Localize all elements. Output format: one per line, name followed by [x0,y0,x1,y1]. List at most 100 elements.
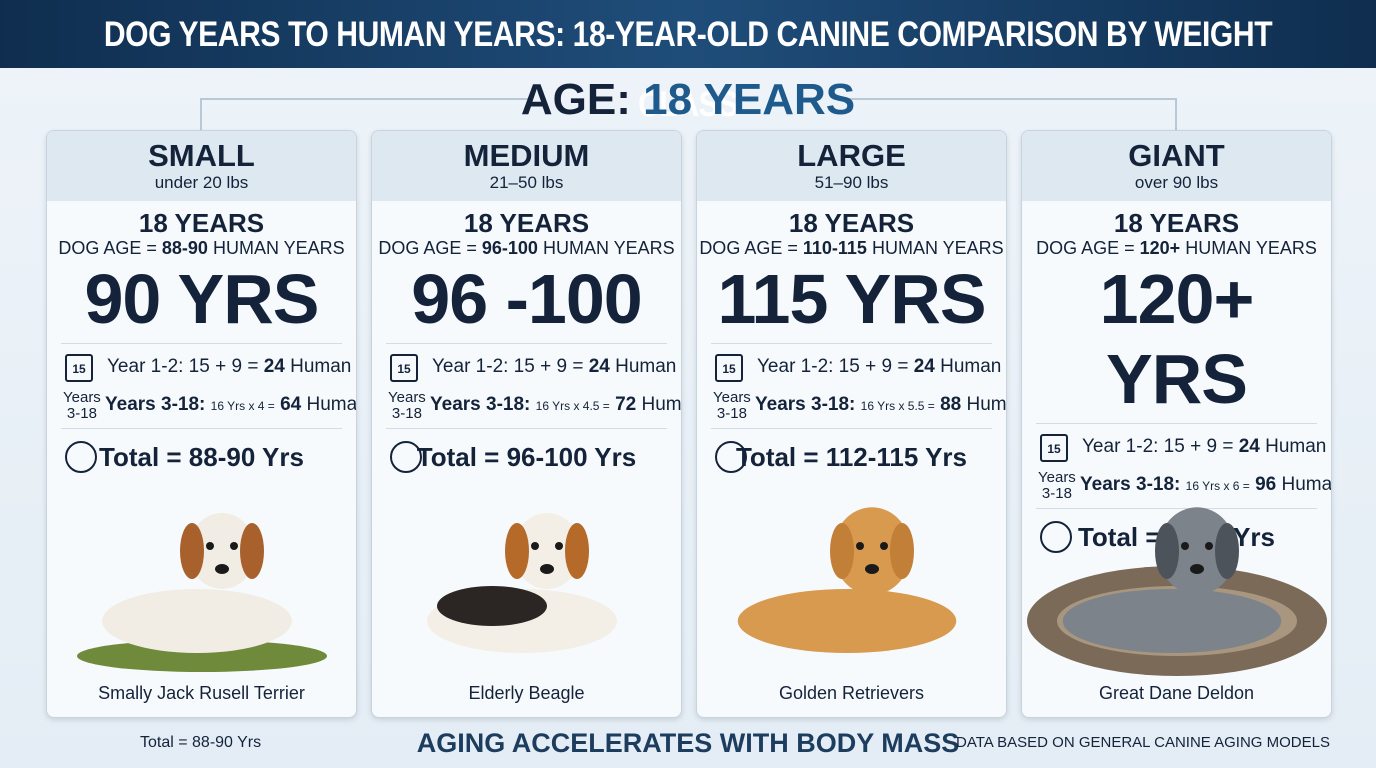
weight-range: over 90 lbs [1134,173,1219,192]
dog-eye [880,542,888,550]
dog-nose [540,564,554,574]
dog-eye [555,542,563,550]
dog-eye [230,542,238,550]
formula: 16 Yrs x 6 = [1185,479,1250,493]
class-name: SMALL [148,138,255,173]
year-1-2-row: 15 Year 1-2: 15 + 9 = 24 Human Yrs [1022,428,1331,466]
card: MEDIUM 21–50 lbs 18 YEARS DOG AGE = 96-100 … [371,130,682,718]
dog-illustration [737,507,957,653]
dog-illustration [1027,507,1327,676]
years-icon-line: Years [388,389,426,406]
dog-age-prefix: DOG AGE = [58,238,157,258]
formula-value: 64 [280,394,302,415]
separator [1036,508,1317,509]
dog-ear [830,523,854,579]
year-1-2-text: Year 1-2: 15 + 9 = 24 Human Yrs [432,348,681,386]
dog-eye [531,542,539,550]
formula-label: Years 3-18: [430,394,531,415]
dog-age-suffix: HUMAN YEARS [542,238,675,258]
dog-age-prefix: DOG AGE = [378,238,477,258]
dog-ear [505,523,529,579]
dog-eye [856,542,864,550]
calendar-icon: 15 [65,354,93,382]
grass [77,640,327,672]
dog-age-value: 120+ [1139,238,1181,258]
formula: 16 Yrs x 4 = [210,399,275,413]
years-3-18-row: Years 3-18 Years 3-18: 16 Yrs x 4.5 = 72 H… [372,386,681,424]
calendar-icon: 15 [390,354,418,382]
human-years: 96 -100 [411,260,642,338]
years-icon-line: Years [1038,469,1076,486]
human-years: 115 YRS [717,260,986,338]
dog-body [1062,589,1282,653]
dog-eye [1205,542,1213,550]
dog-head [188,513,256,589]
year-1-2-row: 15 Year 1-2: 15 + 9 = 24 Human Yrs [372,348,681,386]
class-name: GIANT [1128,138,1225,173]
formula: Year 1-2: 15 + 9 = [1082,436,1234,457]
separator [386,343,667,344]
years-icon: Years 3-18 [63,390,101,422]
dog-age-line: DOG AGE = 120+ HUMAN YEARS [1022,237,1331,259]
dog-body [737,589,957,653]
formula-unit: Human Yrs [966,394,1007,415]
years-icon-line: 3-18 [391,405,422,422]
card: LARGE 51–90 lbs 18 YEARS DOG AGE = 110-115 … [696,130,1007,718]
separator [61,343,342,344]
dog-body [102,589,292,653]
formula: Year 1-2: 15 + 9 = [432,356,584,377]
age-label: AGE: [520,75,631,124]
dog-age: 18 YEARS [463,208,590,238]
dog-ear [1155,523,1179,579]
formula-unit: Human Yrs [290,356,356,377]
dog-caption: Elderly Beagle [468,683,585,703]
dog-age-suffix: HUMAN YEARS [871,238,1004,258]
dog-age-prefix: DOG AGE = [699,238,798,258]
dog-age-value: 88-90 [161,238,208,258]
formula: Year 1-2: 15 + 9 = [757,356,909,377]
dog-illustration [77,513,327,672]
formula-value: 88 [940,394,962,415]
formula-value: 24 [263,356,285,377]
total-icon [1040,521,1072,553]
years-icon: Years 3-18 [388,390,426,422]
dog-nose [1190,564,1204,574]
years-3-18-row: Years 3-18 Years 3-18: 16 Yrs x 5.5 = 88 H… [697,386,1006,424]
dog-age-line: DOG AGE = 96-100 HUMAN YEARS [372,237,681,259]
years-3-18-text: Years 3-18: 16 Yrs x 6 = 96 Human Yrs [1080,466,1332,505]
dog-age-line: DOG AGE = 88-90 HUMAN YEARS [47,237,356,259]
total-row: Total = 112-115 Yrs [697,433,1006,481]
dog-ear [890,523,914,579]
total-icon [65,441,97,473]
separator [386,428,667,429]
card: SMALL under 20 lbs 18 YEARS DOG AGE = 88-90… [46,130,357,718]
formula-unit: Human Yrs [641,394,682,415]
years-icon-line: 3-18 [66,405,97,422]
class-name: MEDIUM [463,138,590,173]
dog-ear [240,523,264,579]
dog-illustration [427,513,617,653]
formula: 16 Yrs x 4.5 = [535,399,610,413]
formula-value: 72 [615,394,637,415]
dog-nose [215,564,229,574]
formula-unit: Human Yrs [940,356,1006,377]
dog-age-suffix: HUMAN YEARS [1185,238,1317,258]
year-1-2-row: 15 Year 1-2: 15 + 9 = 24 Human Yrs [47,348,356,386]
dog-age: 18 YEARS [138,208,265,238]
total-row: Total = 88-90 Yrs [47,433,356,481]
year-1-2-text: Year 1-2: 15 + 9 = 24 Human Yrs [107,348,356,386]
bracket [840,98,1177,132]
years-icon-line: Years [63,389,101,406]
total: Total = 88-90 Yrs [99,442,304,472]
formula-value: 24 [1238,436,1260,457]
year-1-2-text: Year 1-2: 15 + 9 = 24 Human Yrs [1082,428,1331,466]
age-value: 18 YEARS [643,75,856,124]
formula-label: Years 3-18: [1080,474,1181,495]
years-3-18-row: Years 3-18 Years 3-18: 16 Yrs x 4 = 64 Hum… [47,386,356,424]
footer-center: AGING ACCELERATES WITH BODY MASS [416,728,960,758]
total: Total = 112-115 Yrs [735,442,968,472]
card: GIANT over 90 lbs 18 YEARS DOG AGE = 120+ H… [1021,130,1332,718]
formula-unit: Human Yrs [1281,474,1332,495]
dog-eye [1181,542,1189,550]
